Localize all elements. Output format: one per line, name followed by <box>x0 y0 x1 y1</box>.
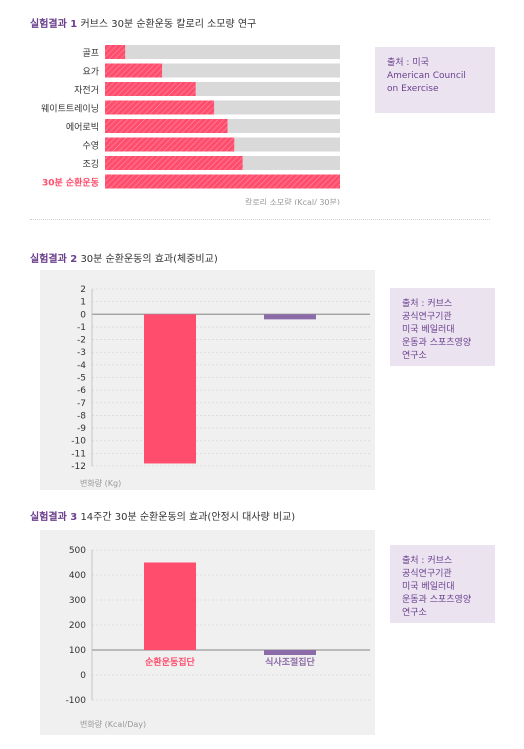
section-1-label: 실험결과 1 <box>30 19 78 30</box>
y-tick-14: -12 <box>71 462 86 472</box>
weight-chart-panel: 2 1 0 -1 -2 -3 -4 -5 -6 -7 -8 -9 -10 -11 -12 변화량 (Kg) <box>40 270 375 490</box>
y-tick-11: -9 <box>77 424 86 434</box>
bar-6 <box>105 156 243 170</box>
y-tick-6: -100 <box>66 696 87 706</box>
section-1-title: 실험결과 1 커브스 30분 순환운동 칼로리 소모량 연구 <box>30 15 256 30</box>
section-1-heading: 커브스 30분 순환운동 칼로리 소모량 연구 <box>80 19 257 30</box>
y-tick-12: -10 <box>71 437 86 447</box>
source-box-3: 출처 : 커브스 공식연구기관 미국 베일러대 운동과 스포츠영양 연구소 <box>390 545 495 623</box>
y-tick-5: 0 <box>80 671 86 681</box>
y-tick-10: -8 <box>77 411 86 421</box>
y-tick-1: 1 <box>80 298 86 308</box>
source-1-line-1: 출처 : 미국 <box>387 58 429 68</box>
y-tick-3: -1 <box>77 323 86 333</box>
x-axis-label: 칼로리 소모량 (Kcal/ 30분) <box>245 197 340 205</box>
bar-1 <box>264 314 316 320</box>
y-tick-5: -3 <box>77 348 86 358</box>
category-label-1: 요가 <box>82 67 99 78</box>
category-label-3: 웨이트트레이닝 <box>41 103 99 115</box>
category-label-7: 30분 순환운동 <box>42 177 99 189</box>
source-3-line-1: 출처 : 커브스 <box>402 556 453 566</box>
source-3-line-5: 연구소 <box>402 608 427 618</box>
y-tick-4: 100 <box>69 646 86 656</box>
bar-3 <box>105 100 215 115</box>
y-tick-4: -2 <box>77 336 86 346</box>
y-tick-2: 300 <box>69 596 86 606</box>
section-3-label: 실험결과 3 <box>30 512 78 523</box>
y-tick-2: 0 <box>80 310 86 320</box>
bar-1 <box>264 650 316 655</box>
category-label-0: 골프 <box>82 48 99 59</box>
source-3-line-4: 운동과 스포츠영양 <box>402 595 472 605</box>
source-box-1: 출처 : 미국 American Council on Exercise <box>375 47 495 113</box>
section-2-title: 실험결과 2 30분 순환운동의 효과(체중비교) <box>30 250 218 265</box>
source-2-line-4: 운동과 스포츠영양 <box>402 338 472 348</box>
bar-0 <box>105 45 126 59</box>
category-label-0: 순환운동집단 <box>145 656 195 668</box>
category-label-6: 조깅 <box>82 159 99 170</box>
bar-0 <box>144 314 196 464</box>
y-tick-6: -4 <box>77 361 86 371</box>
bar-2 <box>105 82 196 96</box>
bar-7 <box>105 174 340 189</box>
y-tick-13: -11 <box>71 449 86 459</box>
y-axis-label: 변화량 (Kg) <box>80 478 121 488</box>
y-axis-label: 변화량 (Kcal/Day) <box>80 719 146 729</box>
section-3-title: 실험결과 3 14주간 30분 순환운동의 효과(안정시 대사량 비교) <box>30 508 295 523</box>
bar-0 <box>144 562 196 650</box>
y-tick-8: -6 <box>77 386 86 396</box>
bar-track-1 <box>105 63 340 78</box>
weight-chart: 2 1 0 -1 -2 -3 -4 -5 -6 -7 -8 -9 -10 -11 -12 변화량 (Kg) <box>71 285 370 488</box>
y-tick-9: -7 <box>77 399 86 409</box>
category-label-2: 자전거 <box>74 85 99 96</box>
y-tick-1: 400 <box>69 571 86 581</box>
source-box-2: 출처 : 커브스 공식연구기관 미국 베일러대 운동과 스포츠영양 연구소 <box>390 288 495 366</box>
bar-4 <box>105 119 228 133</box>
section-2-label: 실험결과 2 <box>30 254 78 265</box>
divider <box>30 219 490 220</box>
y-tick-3: 200 <box>69 621 86 631</box>
source-3-line-3: 미국 베일러대 <box>402 582 455 592</box>
source-2-line-2: 공식연구기관 <box>402 312 452 322</box>
category-label-4: 에어로빅 <box>66 122 99 133</box>
source-1-line-3: on Exercise <box>387 84 439 94</box>
category-label-1: 식사조절집단 <box>265 656 315 668</box>
y-tick-0: 2 <box>80 285 86 295</box>
source-2-line-1: 출처 : 커브스 <box>402 299 453 309</box>
section-2-heading: 30분 순환운동의 효과(체중비교) <box>80 254 218 265</box>
bar-1 <box>105 63 163 78</box>
y-tick-7: -5 <box>77 374 86 384</box>
section-3-heading: 14주간 30분 순환운동의 효과(안정시 대사량 비교) <box>80 512 296 523</box>
source-2-line-3: 미국 베일러대 <box>402 325 455 335</box>
category-label-5: 수영 <box>82 141 99 152</box>
source-3-line-2: 공식연구기관 <box>402 569 452 579</box>
source-1-line-2: American Council <box>387 71 466 81</box>
y-tick-0: 500 <box>69 546 86 556</box>
source-2-line-5: 연구소 <box>402 351 427 361</box>
bar-5 <box>105 137 235 152</box>
bar-track-0 <box>105 45 340 59</box>
